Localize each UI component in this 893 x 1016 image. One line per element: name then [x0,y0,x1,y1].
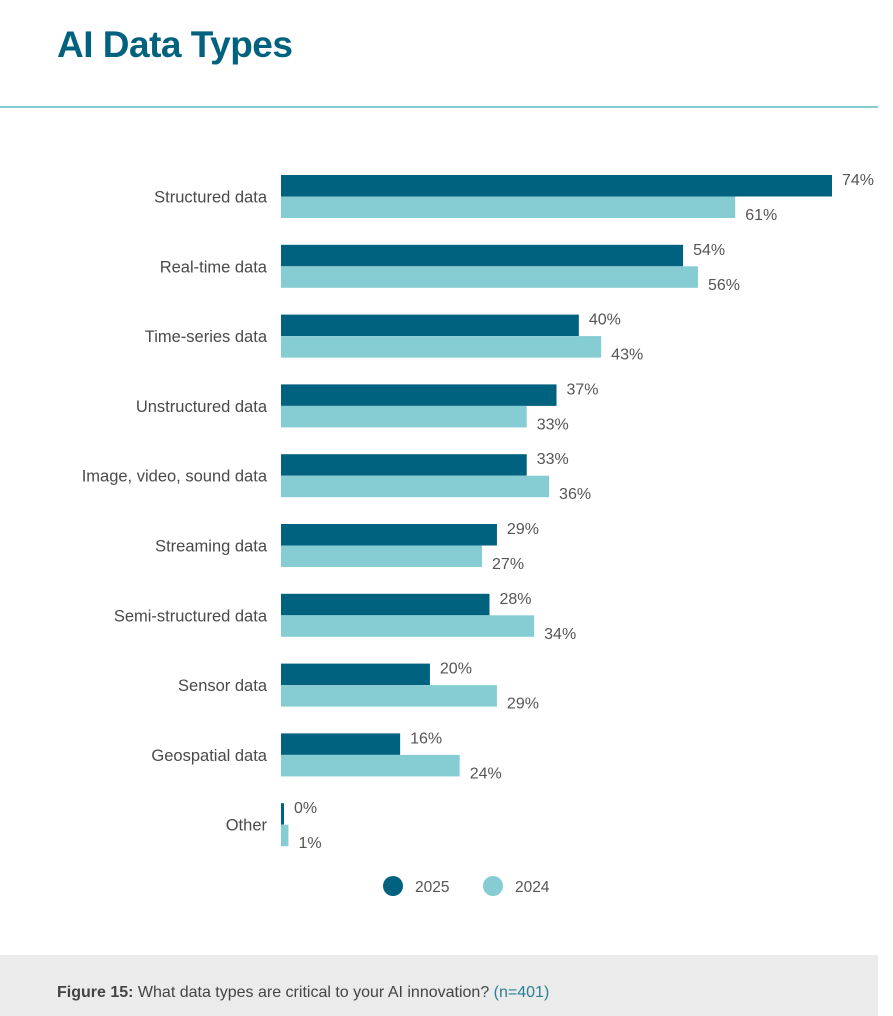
category-label: Streaming data [155,538,268,556]
value-label: 33% [537,416,569,433]
bar-2025 [281,524,497,546]
value-label: 20% [440,661,472,678]
bar-2025 [281,244,684,267]
category-label: Structured data [154,189,268,207]
bar-2024 [281,405,527,428]
legend-label: 2025 [415,879,449,896]
page-title: AI Data Types [57,24,293,65]
value-label: 16% [410,730,442,747]
bar-2024 [281,824,289,847]
value-label: 28% [499,591,531,608]
value-label: 34% [544,626,576,643]
bar-2024 [281,685,497,707]
bar-2024 [281,475,550,498]
value-label: 29% [507,521,539,538]
category-label: Time-series data [145,328,268,346]
category-label: Unstructured data [136,398,268,416]
legend-marker-2025 [383,876,403,896]
value-label: 0% [294,800,317,817]
value-label: 61% [745,207,777,224]
bar-2025 [281,733,401,755]
figure-caption-bar: Figure 15: What data types are critical … [0,955,878,1016]
value-label: 29% [507,696,539,713]
value-label: 33% [537,451,569,468]
bar-2025 [281,593,490,616]
category-label: Semi-structured data [114,607,268,625]
bar-2024 [281,336,602,358]
bar-2024 [281,754,460,777]
bar-2024 [281,196,736,218]
bar-2025 [281,175,832,197]
bar-2025 [281,803,284,825]
value-label: 27% [492,556,524,573]
value-label: 54% [693,242,725,259]
bar-2025 [281,384,557,406]
bar-2025 [281,454,527,476]
bar-2025 [281,314,579,337]
legend-label: 2024 [515,879,550,896]
figure-label: Figure 15: [57,984,134,1001]
category-label: Real-time data [160,258,268,276]
category-label: Other [226,817,268,835]
value-label: 37% [567,381,599,398]
value-label: 36% [559,486,591,503]
value-label: 43% [611,347,643,364]
value-label: 1% [298,835,321,852]
bar-2024 [281,615,535,637]
category-label: Image, video, sound data [82,468,268,486]
value-label: 40% [589,312,621,329]
value-label: 24% [470,765,502,782]
value-label: 56% [708,277,740,294]
value-label: 74% [842,172,874,189]
bar-2024 [281,545,483,567]
figure-question: What data types are critical to your AI … [137,984,490,1001]
figure-caption: Figure 15: What data types are critical … [57,984,549,1002]
bar-2024 [281,266,698,288]
legend-marker-2024 [483,876,503,896]
category-label: Sensor data [178,677,268,695]
category-label: Geospatial data [151,747,267,765]
bar-2025 [281,663,430,686]
sample-size: (n=401) [493,984,550,1001]
title-divider [0,106,878,108]
bar-chart: Structured data 74% 61% Real-time data 54% 56… [82,172,874,896]
